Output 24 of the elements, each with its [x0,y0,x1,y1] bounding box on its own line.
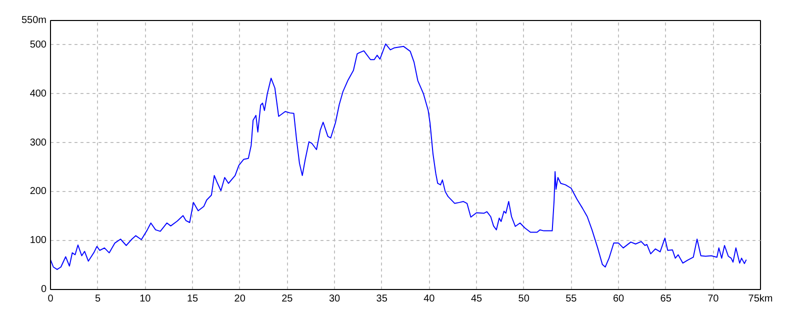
y-tick-label: 400 [30,88,47,100]
x-tick-label: 65 [660,294,672,304]
x-tick-label: 55 [566,294,578,304]
y-tick-label: 500 [30,39,47,50]
x-tick-label: 20 [234,294,246,304]
y-tick-label: 100 [30,235,47,246]
x-tick-label: 50 [518,294,530,304]
y-tick-label: 550m [21,15,46,26]
x-tick-label: 0 [48,294,54,304]
x-tick-label: 10 [140,294,152,304]
x-tick-label: 25 [282,294,294,304]
x-tick-label: 60 [612,294,624,304]
y-tick-label: 200 [30,186,47,198]
x-tick-label: 70 [708,294,720,304]
y-tick-label: 0 [40,284,47,295]
x-tick-label: 30 [328,294,340,304]
x-tick-label: 75km [748,294,773,304]
x-tick-label: 15 [186,294,198,304]
x-tick-label: 5 [95,294,102,304]
x-tick-label: 35 [376,294,388,304]
x-tick-label: 40 [424,294,436,304]
y-tick-label: 300 [30,137,47,148]
x-tick-label: 45 [470,294,482,304]
line-series [50,43,747,270]
